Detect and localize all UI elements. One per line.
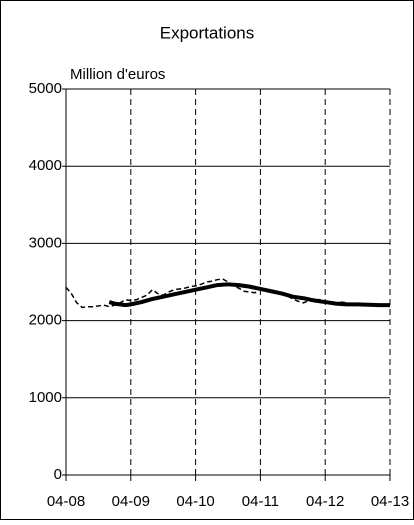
x-tick-label: 04-12 [306,493,344,510]
y-tick-label: 5000 [29,80,62,97]
y-axis-label: Million d'euros [70,66,165,83]
y-tick-label: 2000 [29,312,62,329]
x-tick-label: 04-11 [242,493,279,510]
x-tick-label: 04-08 [47,493,85,510]
y-tick-label: 0 [54,466,62,483]
chart-title: Exportations [160,23,255,42]
x-tick-label: 04-10 [176,493,214,510]
line-series [108,282,390,308]
x-tick-label: 04-09 [112,493,150,510]
x-tick-label: 04-13 [371,493,409,510]
y-tick-label: 1000 [29,389,62,406]
y-tick-label: 4000 [29,157,62,174]
y-tick-label: 3000 [29,234,62,251]
